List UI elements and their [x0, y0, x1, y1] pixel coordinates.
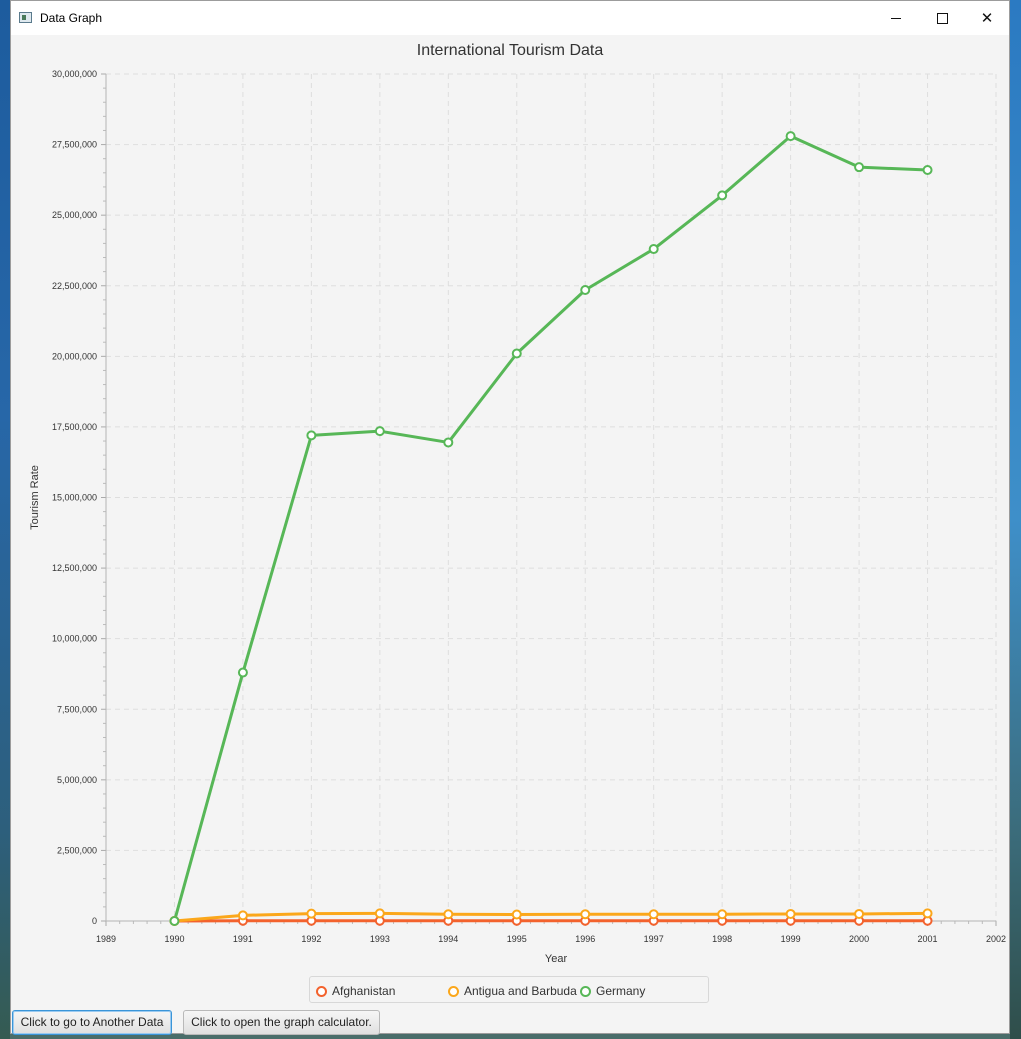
x-tick-label: 2002 [986, 934, 1006, 944]
y-tick-label: 22,500,000 [52, 281, 97, 291]
y-tick-label: 2,500,000 [57, 845, 97, 855]
y-axis-title: Tourism Rate [29, 465, 41, 530]
x-tick-label: 1998 [712, 934, 732, 944]
data-point [581, 286, 589, 294]
x-tick-label: 1991 [233, 934, 253, 944]
data-point [650, 910, 658, 918]
x-tick-label: 1995 [507, 934, 527, 944]
legend-label: Antigua and Barbuda [464, 984, 577, 998]
data-point [718, 910, 726, 918]
x-axis-title: Year [545, 953, 568, 965]
legend-label: Germany [596, 984, 645, 998]
data-point [513, 350, 521, 358]
x-tick-label: 1989 [96, 934, 116, 944]
data-point [239, 911, 247, 919]
x-tick-label: 2001 [918, 934, 938, 944]
x-tick-label: 1992 [301, 934, 321, 944]
data-point [376, 427, 384, 435]
y-tick-label: 17,500,000 [52, 422, 97, 432]
data-point [376, 909, 384, 917]
data-point [924, 909, 932, 917]
legend-label: Afghanistan [332, 984, 395, 998]
legend-item-antigua-and-barbuda: Antigua and Barbuda [448, 984, 577, 998]
data-point [855, 163, 863, 171]
y-tick-label: 15,000,000 [52, 493, 97, 503]
data-point [307, 910, 315, 918]
data-point [444, 438, 452, 446]
chart-legend: Afghanistan Antigua and Barbuda Germany [309, 976, 709, 1003]
y-tick-label: 30,000,000 [52, 69, 97, 79]
legend-marker-icon [580, 986, 591, 997]
desktop-background-right [1010, 0, 1021, 1039]
x-tick-label: 1999 [781, 934, 801, 944]
y-tick-label: 7,500,000 [57, 704, 97, 714]
legend-item-afghanistan: Afghanistan [316, 984, 395, 998]
x-tick-label: 1996 [575, 934, 595, 944]
data-point [170, 917, 178, 925]
y-tick-label: 10,000,000 [52, 634, 97, 644]
y-tick-label: 25,000,000 [52, 210, 97, 220]
x-tick-label: 1993 [370, 934, 390, 944]
x-tick-label: 1994 [438, 934, 458, 944]
y-tick-label: 27,500,000 [52, 140, 97, 150]
y-tick-label: 20,000,000 [52, 351, 97, 361]
data-point [787, 132, 795, 140]
legend-marker-icon [448, 986, 459, 997]
graph-calculator-button[interactable]: Click to open the graph calculator. [183, 1010, 380, 1035]
data-point [718, 191, 726, 199]
x-tick-label: 2000 [849, 934, 869, 944]
data-point [855, 910, 863, 918]
data-point [924, 166, 932, 174]
another-data-button[interactable]: Click to go to Another Data [12, 1010, 172, 1035]
data-point [650, 245, 658, 253]
data-point [513, 911, 521, 919]
y-tick-label: 12,500,000 [52, 563, 97, 573]
data-graph-window: Data Graph ✕ International Tourism Data … [10, 0, 1010, 1034]
data-point [307, 431, 315, 439]
data-point [239, 669, 247, 677]
data-point [444, 910, 452, 918]
x-tick-label: 1997 [644, 934, 664, 944]
desktop-background-left [0, 0, 10, 1039]
y-tick-label: 0 [92, 916, 97, 926]
data-point [787, 910, 795, 918]
line-chart: 0 2,500,000 5,000,000 7,500,000 10,000,000 12… [11, 1, 1009, 976]
legend-item-germany: Germany [580, 984, 645, 998]
data-point [581, 910, 589, 918]
legend-marker-icon [316, 986, 327, 997]
x-tick-label: 1990 [164, 934, 184, 944]
y-tick-label: 5,000,000 [57, 775, 97, 785]
